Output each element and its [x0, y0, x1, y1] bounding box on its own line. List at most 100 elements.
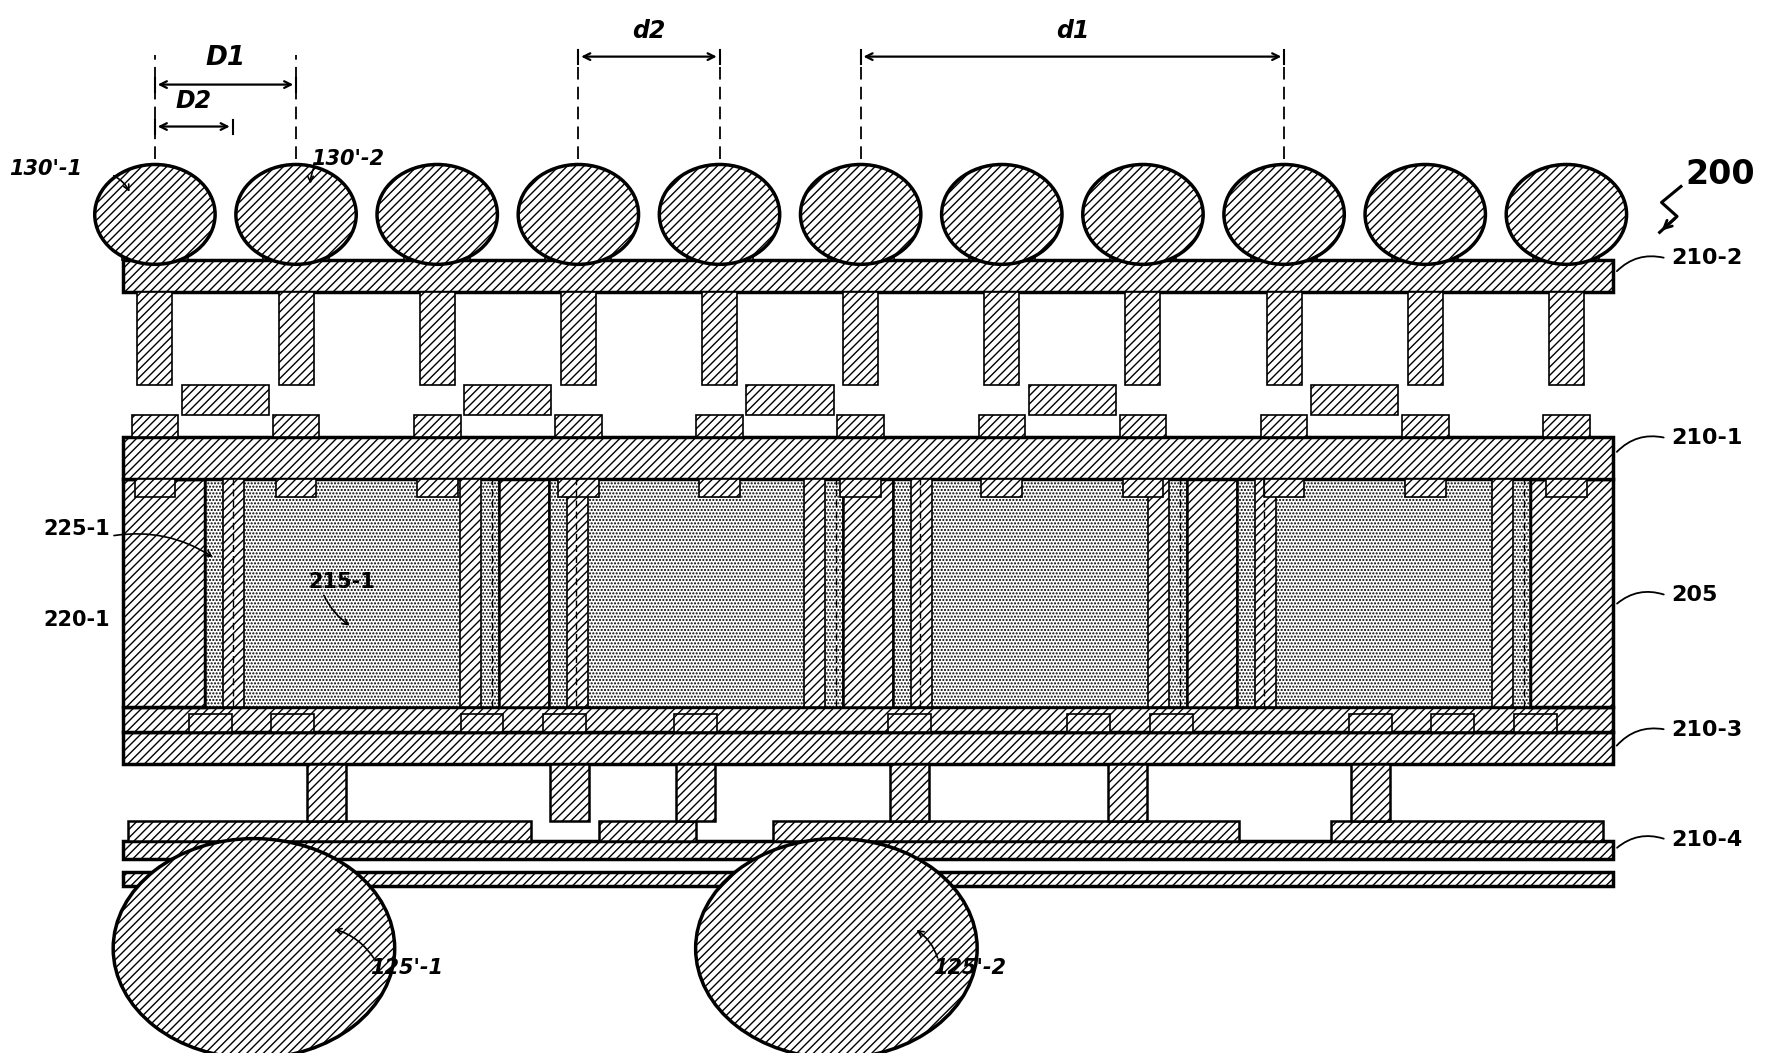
Bar	[687, 240, 753, 260]
Bar	[276, 480, 317, 497]
Ellipse shape	[94, 164, 214, 265]
Text: 210-3: 210-3	[1672, 720, 1743, 740]
Bar	[1261, 415, 1307, 437]
Bar	[1491, 480, 1512, 707]
Text: D2: D2	[175, 89, 213, 113]
Ellipse shape	[1082, 164, 1203, 265]
Bar	[1311, 385, 1399, 415]
Bar	[675, 714, 717, 731]
Bar	[1254, 480, 1275, 707]
Bar	[843, 292, 878, 385]
Bar	[264, 240, 329, 260]
Bar	[131, 415, 179, 437]
Ellipse shape	[113, 839, 395, 1054]
Bar	[701, 292, 737, 385]
Text: 125'-2: 125'-2	[933, 958, 1006, 978]
Bar	[1148, 480, 1169, 707]
Bar	[1187, 480, 1238, 707]
Bar	[700, 480, 740, 497]
Text: 125'-1: 125'-1	[370, 958, 443, 978]
Ellipse shape	[1505, 164, 1626, 265]
Bar	[545, 240, 611, 260]
Bar	[696, 415, 742, 437]
Bar	[1530, 480, 1613, 707]
Ellipse shape	[942, 164, 1063, 265]
Text: 215-1: 215-1	[308, 571, 375, 591]
Ellipse shape	[377, 164, 498, 265]
Ellipse shape	[236, 164, 356, 265]
Bar	[1332, 821, 1603, 841]
Bar	[1068, 714, 1110, 731]
Bar	[182, 385, 269, 415]
Bar	[138, 292, 172, 385]
Bar	[122, 480, 205, 707]
Bar	[416, 480, 457, 497]
Text: 210-4: 210-4	[1672, 829, 1743, 850]
Bar	[135, 480, 175, 497]
Bar	[1238, 480, 1530, 707]
Ellipse shape	[800, 164, 921, 265]
Bar	[1109, 764, 1148, 821]
Bar	[414, 415, 460, 437]
Bar	[122, 260, 1613, 292]
Bar	[1550, 292, 1583, 385]
Bar	[677, 764, 715, 821]
Bar	[1123, 480, 1164, 497]
Bar	[122, 707, 1613, 731]
Bar	[128, 821, 531, 841]
Bar	[1126, 292, 1160, 385]
Bar	[420, 292, 455, 385]
Ellipse shape	[519, 164, 639, 265]
Bar	[827, 240, 894, 260]
Text: 225-1: 225-1	[44, 520, 110, 540]
Bar	[1543, 415, 1590, 437]
Bar	[189, 714, 232, 731]
Bar	[551, 764, 588, 821]
Ellipse shape	[659, 164, 779, 265]
Text: D1: D1	[205, 44, 246, 71]
Bar	[839, 480, 880, 497]
Text: 210-2: 210-2	[1672, 249, 1743, 269]
Bar	[464, 385, 551, 415]
Bar	[554, 415, 602, 437]
Bar	[223, 480, 244, 707]
Bar	[1403, 415, 1449, 437]
Bar	[499, 480, 549, 707]
Bar	[122, 841, 1613, 859]
Bar	[1431, 714, 1473, 731]
Bar	[1266, 292, 1302, 385]
Bar	[1408, 292, 1443, 385]
Text: d2: d2	[632, 19, 666, 42]
Text: 200: 200	[1686, 158, 1755, 191]
Bar	[1119, 415, 1167, 437]
Bar	[122, 731, 1613, 764]
Ellipse shape	[1365, 164, 1486, 265]
Bar	[122, 437, 1613, 480]
Bar	[1534, 240, 1599, 260]
Bar	[969, 240, 1034, 260]
Bar	[1514, 714, 1557, 731]
Bar	[804, 480, 825, 707]
Bar	[887, 714, 930, 731]
Ellipse shape	[1224, 164, 1344, 265]
Bar	[910, 480, 932, 707]
Bar	[889, 764, 928, 821]
Bar	[278, 292, 313, 385]
Bar	[561, 292, 595, 385]
Bar	[567, 480, 588, 707]
Bar	[746, 385, 834, 415]
Bar	[271, 714, 313, 731]
Bar	[1392, 240, 1458, 260]
Bar	[838, 415, 884, 437]
Bar	[404, 240, 471, 260]
Bar	[1546, 480, 1587, 497]
Ellipse shape	[696, 839, 978, 1054]
Text: d1: d1	[1056, 19, 1089, 42]
Bar	[549, 480, 843, 707]
Text: 205: 205	[1672, 585, 1718, 605]
Bar	[460, 714, 503, 731]
Bar	[558, 480, 599, 497]
Bar	[1350, 714, 1392, 731]
Text: 220-1: 220-1	[44, 610, 110, 630]
Bar	[1029, 385, 1116, 415]
